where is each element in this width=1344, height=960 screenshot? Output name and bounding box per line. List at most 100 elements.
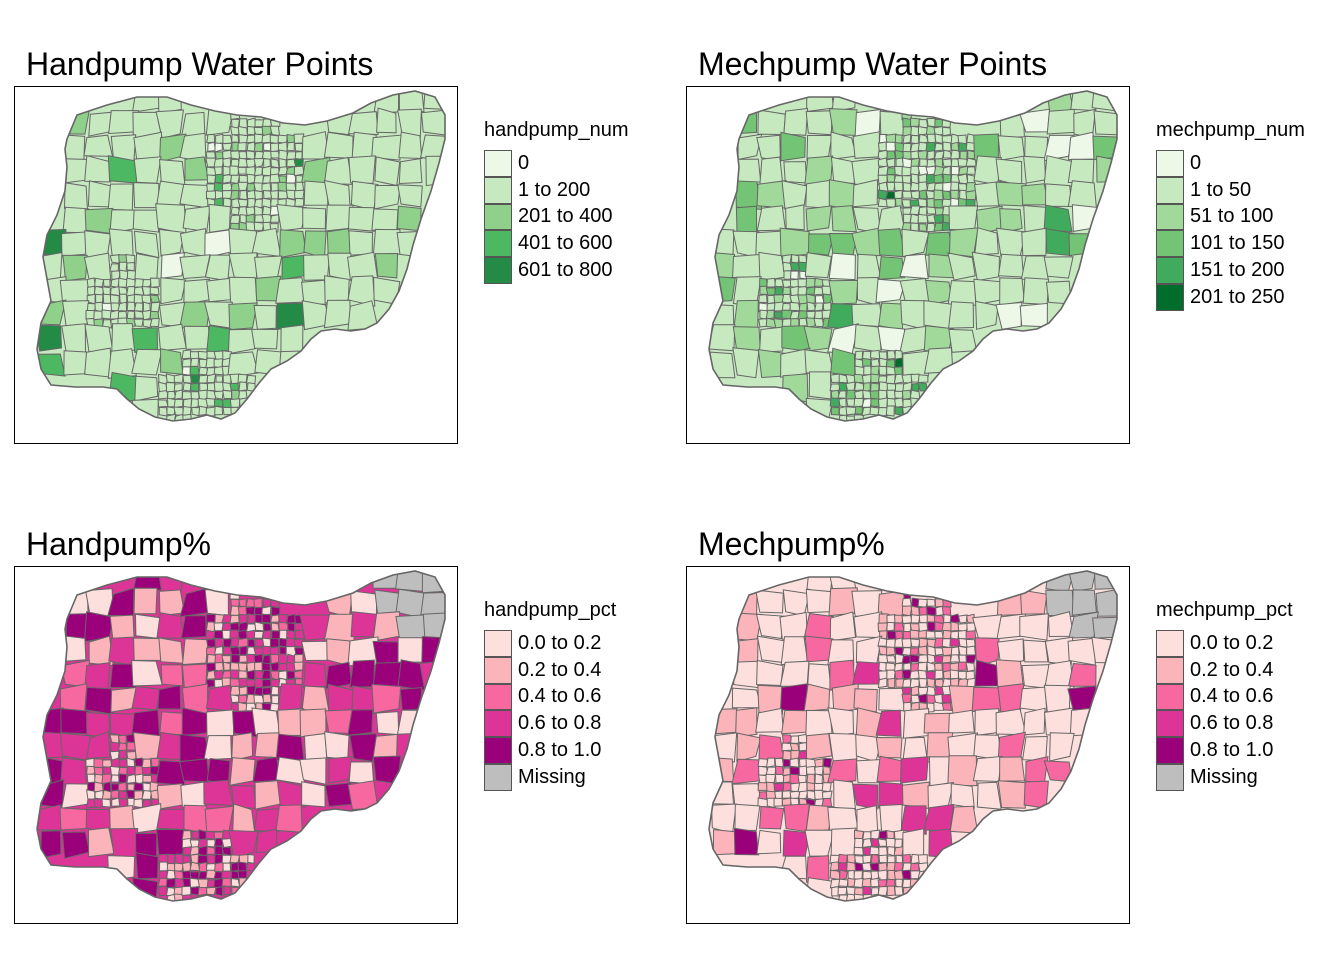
lga-region	[303, 180, 329, 206]
lga-region	[228, 276, 258, 307]
lga-region	[902, 142, 912, 153]
lga-region	[134, 253, 159, 283]
legend-label: 601 to 800	[518, 259, 613, 282]
panel-title: Mechpump%	[698, 526, 885, 562]
lga-region	[974, 227, 999, 256]
lga-region	[229, 398, 241, 409]
legend-label: 0.8 to 1.0	[518, 739, 602, 762]
lga-region	[910, 222, 920, 232]
lga-region	[974, 180, 1003, 207]
lga-region	[206, 373, 217, 384]
lga-region	[830, 407, 840, 416]
lga-region	[757, 684, 784, 715]
lga-region	[839, 869, 848, 881]
lga-region	[254, 661, 264, 672]
legend-item: Missing	[484, 763, 616, 791]
lga-region	[1043, 707, 1074, 736]
lga-region	[59, 683, 88, 712]
lga-region	[261, 613, 272, 624]
lga-region	[83, 252, 112, 282]
lga-region	[789, 301, 801, 312]
lga-region	[293, 669, 303, 680]
lga-region	[996, 638, 1025, 665]
lga-region	[861, 862, 872, 872]
lga-region	[845, 406, 857, 416]
lga-region	[805, 293, 816, 305]
lga-region	[949, 654, 961, 663]
lga-region	[126, 765, 136, 776]
lga-region	[253, 677, 264, 689]
lga-region	[206, 133, 216, 144]
lga-region	[294, 189, 305, 200]
lga-region	[965, 630, 977, 640]
legend-label: 1 to 50	[1190, 178, 1252, 201]
lga-region	[957, 661, 967, 672]
lga-region	[280, 324, 304, 353]
lga-region	[238, 654, 248, 663]
lga-region	[323, 131, 354, 159]
lga-region	[899, 277, 931, 305]
lga-region	[203, 734, 233, 761]
legend-swatch	[1156, 683, 1184, 711]
lga-region	[1067, 180, 1097, 209]
lga-region	[131, 327, 159, 353]
lga-region	[206, 709, 235, 739]
lga-region	[758, 251, 787, 282]
lga-region	[1023, 707, 1046, 736]
lga-region	[926, 598, 936, 607]
map-frame	[686, 86, 1130, 444]
legend-item: 0.4 to 0.6	[484, 683, 616, 711]
lga-region	[1022, 735, 1048, 762]
legend-label: 0.4 to 0.6	[518, 685, 602, 708]
lga-region	[827, 758, 858, 784]
lga-region	[909, 647, 919, 656]
lga-region	[135, 852, 159, 880]
lga-region	[221, 142, 233, 151]
legend-label: 1 to 200	[518, 178, 591, 201]
lga-region	[420, 109, 445, 136]
lga-region	[303, 661, 328, 689]
lga-region	[141, 758, 152, 769]
lga-region	[1023, 155, 1047, 184]
lga-region	[238, 598, 247, 607]
lga-region	[179, 758, 210, 783]
lga-region	[805, 205, 832, 232]
lga-region	[237, 861, 248, 872]
lga-region	[733, 827, 760, 856]
lga-region	[299, 757, 327, 785]
lga-region	[205, 406, 216, 417]
lga-region	[395, 571, 426, 593]
legend-item: 1 to 50	[1156, 176, 1305, 204]
legend-swatch	[484, 763, 512, 791]
legend-title: mechpump_pct	[1156, 599, 1293, 621]
lga-region	[783, 107, 809, 136]
lga-region	[149, 317, 160, 328]
lga-region	[942, 158, 953, 167]
lga-region	[798, 254, 808, 264]
lga-region	[886, 350, 897, 360]
lga-region	[62, 206, 89, 234]
lga-region	[59, 807, 90, 831]
lga-region	[1019, 302, 1048, 328]
lga-region	[246, 134, 256, 144]
lga-region	[279, 229, 307, 259]
lga-region	[179, 183, 209, 209]
lga-region	[132, 731, 161, 762]
lga-region	[221, 854, 233, 864]
lga-region	[61, 231, 88, 257]
lga-region	[877, 677, 888, 689]
lga-region	[109, 294, 120, 305]
lga-region	[711, 803, 737, 835]
lga-region	[62, 254, 88, 282]
lga-region	[157, 684, 182, 710]
lga-region	[783, 161, 808, 184]
lga-region	[870, 398, 880, 408]
lga-region	[902, 828, 925, 858]
lga-region	[230, 694, 240, 704]
lga-region	[901, 655, 913, 665]
lga-region	[197, 397, 209, 409]
lga-region	[887, 677, 896, 689]
lga-region	[765, 757, 776, 768]
lga-region	[797, 781, 808, 793]
lga-region	[901, 686, 912, 695]
